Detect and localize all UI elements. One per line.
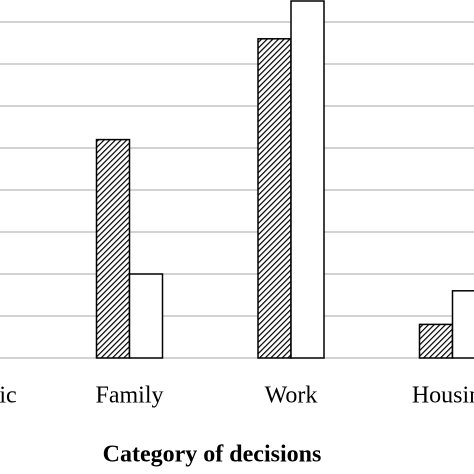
x-tick-label: Work (265, 383, 318, 409)
x-tick-label: Housing (412, 383, 474, 409)
bar (128, 273, 164, 359)
bar (257, 38, 292, 359)
x-axis-title: Category of decisions (103, 442, 322, 468)
bar (418, 323, 454, 359)
x-tick-label: Economic (0, 383, 17, 409)
bar (451, 290, 474, 359)
x-tick-label: Family (95, 383, 163, 409)
bar (290, 0, 325, 359)
bar (95, 138, 131, 359)
